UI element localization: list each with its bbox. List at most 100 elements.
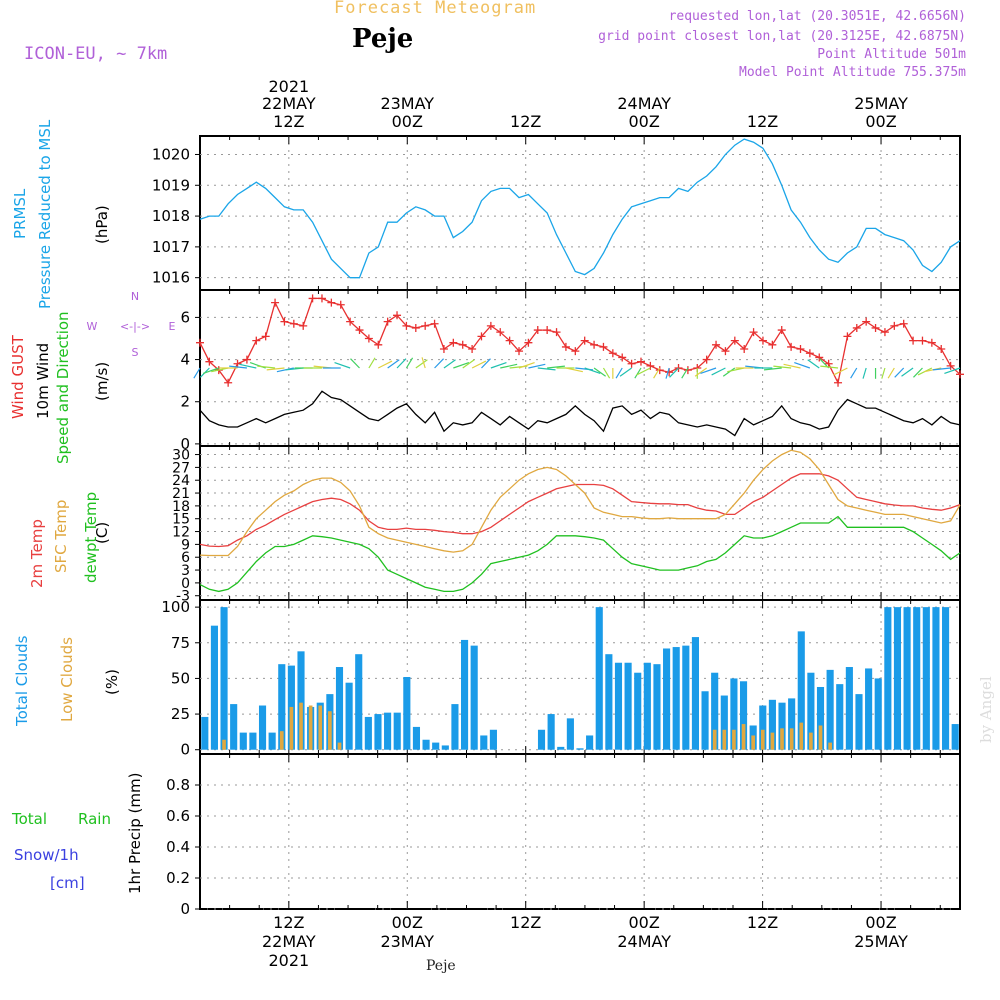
gust-marker xyxy=(918,336,927,345)
low-cloud-bar xyxy=(828,742,832,750)
wind-arrow xyxy=(378,360,393,369)
wind-arrow xyxy=(913,367,923,378)
wind-compass: N W <-|-> E S xyxy=(87,290,176,359)
wind-arrow xyxy=(547,365,565,369)
wind-arrow xyxy=(443,359,456,369)
wind-arrow xyxy=(500,363,518,369)
gust-marker xyxy=(224,378,233,387)
top-year-label: 2021 xyxy=(268,77,309,96)
gust-marker xyxy=(627,359,636,368)
ytick-label: 27 xyxy=(172,460,190,476)
wind-arrow xyxy=(481,358,491,369)
gust-marker xyxy=(205,357,214,366)
top-hour-label: 00Z xyxy=(392,112,423,131)
ytick-label: 6 xyxy=(180,308,190,326)
wind-arrow xyxy=(681,367,689,379)
total-cloud-bar xyxy=(816,686,825,750)
gust-marker xyxy=(271,298,280,307)
model-label: ICON-EU, ~ 7km xyxy=(24,44,168,64)
gust-marker xyxy=(533,326,542,335)
panel-4: 0 25 50 75 100 xyxy=(161,598,961,759)
bottom-hour-label: 00Z xyxy=(865,913,896,932)
wind-arrow xyxy=(833,367,848,376)
total-cloud-bar xyxy=(893,607,902,750)
wind-arrow xyxy=(565,367,583,373)
gust-marker xyxy=(862,317,871,326)
ytick-label: 0.8 xyxy=(166,776,190,794)
wind-arrow xyxy=(211,367,229,373)
precip-rain-label: Rain xyxy=(78,810,111,828)
ytick-label: 0.4 xyxy=(166,838,190,856)
panel-frame xyxy=(199,445,961,601)
wind-arrow xyxy=(396,358,407,369)
total-cloud-bar xyxy=(634,672,642,750)
bottom-hour-label: 00Z xyxy=(628,913,659,932)
compass-s: S xyxy=(132,346,139,359)
gust-marker xyxy=(561,342,570,351)
bottom-hour-label: 12Z xyxy=(273,913,304,932)
total-cloud-bar xyxy=(201,716,209,750)
wind-arrow xyxy=(794,362,811,369)
low-cloud-bar xyxy=(809,732,813,750)
total-cloud-bar xyxy=(807,672,815,750)
ytick-label: 25 xyxy=(171,705,190,723)
gust-marker xyxy=(740,345,749,354)
wind-arrow xyxy=(490,362,507,369)
top-hour-label: 12Z xyxy=(747,112,778,131)
wind-arrow xyxy=(634,367,642,379)
total-cloud-bar xyxy=(345,682,353,750)
total-cloud-bar xyxy=(258,705,267,750)
gust-marker xyxy=(289,319,298,328)
compass-e: E xyxy=(169,320,176,333)
total-cloud-bar xyxy=(547,714,555,750)
gust-marker xyxy=(909,336,918,345)
total-cloud-bar xyxy=(422,739,430,750)
wind-arrow xyxy=(266,367,285,371)
ytick-label: 1020 xyxy=(152,145,190,163)
gust-marker xyxy=(468,345,477,354)
total-cloud-bar xyxy=(364,716,372,750)
top-hour-label: 12Z xyxy=(273,112,304,131)
total-cloud-bar xyxy=(268,732,276,750)
location-title: Peje xyxy=(352,24,414,54)
gust-marker xyxy=(636,357,645,366)
ytick-label: 0 xyxy=(180,435,190,453)
top-date-label: 25MAY xyxy=(854,94,908,113)
total-cloud-bar xyxy=(845,667,853,750)
ytick-label: 0.6 xyxy=(166,807,190,825)
total-cloud-bar xyxy=(855,694,863,750)
wind-arrow xyxy=(584,367,601,374)
total-cloud-bar xyxy=(335,667,344,750)
gust-marker xyxy=(871,323,880,332)
gust-marker xyxy=(552,328,561,337)
wind-arrow xyxy=(405,357,414,369)
wind-arrow xyxy=(932,367,951,371)
wind-arrow xyxy=(421,357,426,369)
total-cloud-bar xyxy=(384,712,392,750)
sfc-temp-line xyxy=(199,449,961,557)
low-cloud-bar xyxy=(289,706,294,750)
ytick-label: 6 xyxy=(181,550,190,566)
total-cloud-bar xyxy=(663,648,671,750)
total-cloud-bar xyxy=(595,607,603,750)
bottom-hour-label: 12Z xyxy=(510,913,541,932)
low-cloud-bar xyxy=(299,702,303,750)
top-hour-label: 00Z xyxy=(865,112,896,131)
wind-arrow xyxy=(653,367,661,379)
low-cloud-bar xyxy=(337,742,342,750)
total-cloud-bar xyxy=(470,645,478,750)
wind-arrow xyxy=(636,367,651,376)
wind-arrow xyxy=(462,359,475,369)
bottom-hour-label: 00Z xyxy=(392,913,423,932)
wind-arrow xyxy=(537,367,556,371)
requested-coords: requested lon,lat (20.3051E, 42.6656N) xyxy=(668,9,966,24)
bottom-year-label: 2021 xyxy=(268,951,309,970)
ytick-label: 75 xyxy=(171,634,190,652)
ytick-label: 100 xyxy=(161,598,190,616)
wind-arrow xyxy=(334,362,351,369)
total-cloud-bar xyxy=(441,745,449,750)
gust-marker xyxy=(768,340,777,349)
total-cloud-bar xyxy=(826,669,834,750)
